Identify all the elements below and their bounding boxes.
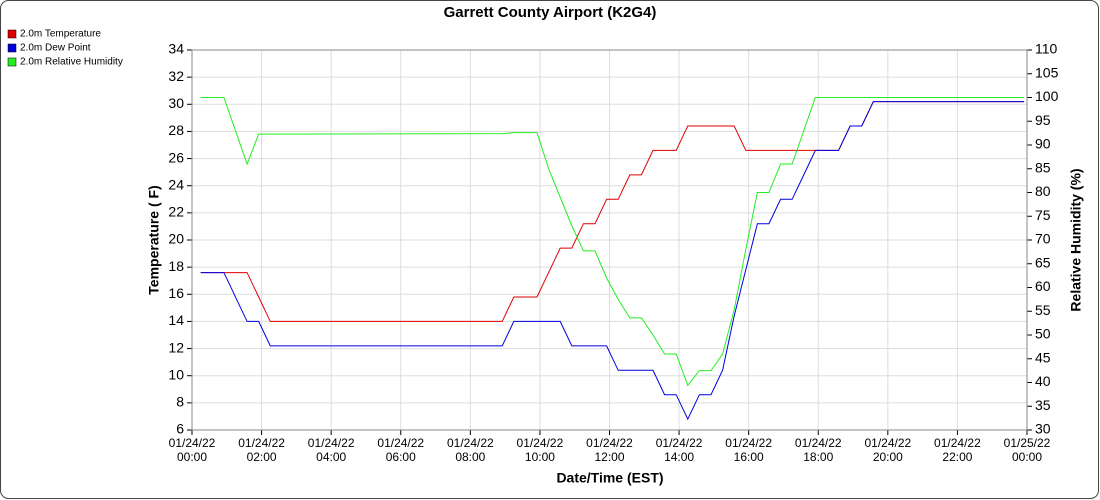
y2-tick-label: 50 (1035, 326, 1051, 342)
x-tick-label: 01/24/22 00:00 (168, 436, 216, 464)
y2-tick-label: 110 (1035, 41, 1058, 57)
y-tick-label: 24 (168, 176, 184, 192)
y-tick-label: 8 (176, 394, 184, 410)
x-tick-label: 01/24/22 08:00 (446, 436, 494, 464)
y-tick-label: 34 (168, 41, 184, 57)
y2-tick-label: 40 (1035, 373, 1051, 389)
y2-tick-label: 30 (1035, 421, 1051, 437)
y2-tick-label: 60 (1035, 278, 1051, 294)
legend-label: 2.0m Temperature (20, 29, 101, 40)
legend-label: 2.0m Relative Humidity (20, 57, 123, 68)
y2-tick-label: 45 (1035, 349, 1051, 365)
y2-tick-label: 100 (1035, 88, 1059, 104)
x-tick-label: 01/24/22 18:00 (794, 436, 842, 464)
y-tick-label: 30 (168, 95, 184, 111)
data-line (200, 97, 1025, 387)
x-tick-label: 01/24/22 16:00 (725, 436, 773, 464)
y2-tick-label: 85 (1035, 159, 1051, 175)
y2-tick-label: 65 (1035, 254, 1051, 270)
data-line (200, 101, 1025, 421)
x-tick-label: 01/24/22 22:00 (934, 436, 981, 464)
y-tick-label: 16 (168, 285, 184, 301)
data-line (200, 101, 1025, 322)
x-tick-label: 01/24/22 14:00 (655, 436, 703, 464)
y-tick-label: 32 (168, 68, 184, 84)
y2-tick-label: 55 (1035, 302, 1051, 318)
legend-swatch (7, 43, 17, 53)
x-tick-label: 01/25/22 00:00 (1003, 436, 1051, 464)
y-tick-label: 22 (168, 204, 184, 220)
x-tick-label: 01/24/22 06:00 (377, 436, 425, 464)
y2-tick-label: 90 (1035, 136, 1051, 152)
y-tick-label: 14 (168, 312, 184, 328)
y-tick-label: 18 (168, 258, 184, 274)
x-tick-label: 01/24/22 04:00 (307, 436, 355, 464)
y2-axis-title: Relative Humidity (%) (1068, 168, 1084, 311)
y-axis-title: Temperature ( F) (146, 185, 162, 294)
y-tick-label: 10 (168, 366, 184, 382)
y-tick-label: 12 (168, 339, 184, 355)
plot-border (191, 49, 1028, 431)
y2-tick-label: 70 (1035, 231, 1051, 247)
x-tick-label: 01/24/22 12:00 (586, 436, 633, 464)
chart-title: Garrett County Airport (K2G4) (444, 4, 657, 21)
legend-swatch (7, 57, 17, 67)
legend-swatch (7, 29, 17, 39)
y2-tick-label: 35 (1035, 397, 1051, 413)
y-tick-label: 20 (168, 231, 184, 247)
x-tick-label: 01/24/22 02:00 (238, 436, 285, 464)
x-axis-title: Date/Time (EST) (556, 470, 663, 486)
y-tick-label: 28 (168, 122, 184, 138)
legend-label: 2.0m Dew Point (20, 43, 91, 54)
y2-tick-label: 75 (1035, 207, 1051, 223)
y2-tick-label: 105 (1035, 64, 1059, 80)
y-tick-label: 6 (176, 421, 184, 437)
x-tick-label: 01/24/22 10:00 (516, 436, 564, 464)
y2-tick-label: 80 (1035, 183, 1051, 199)
y2-tick-label: 95 (1035, 112, 1051, 128)
y-tick-label: 26 (168, 149, 184, 165)
x-tick-label: 01/24/22 20:00 (864, 436, 912, 464)
